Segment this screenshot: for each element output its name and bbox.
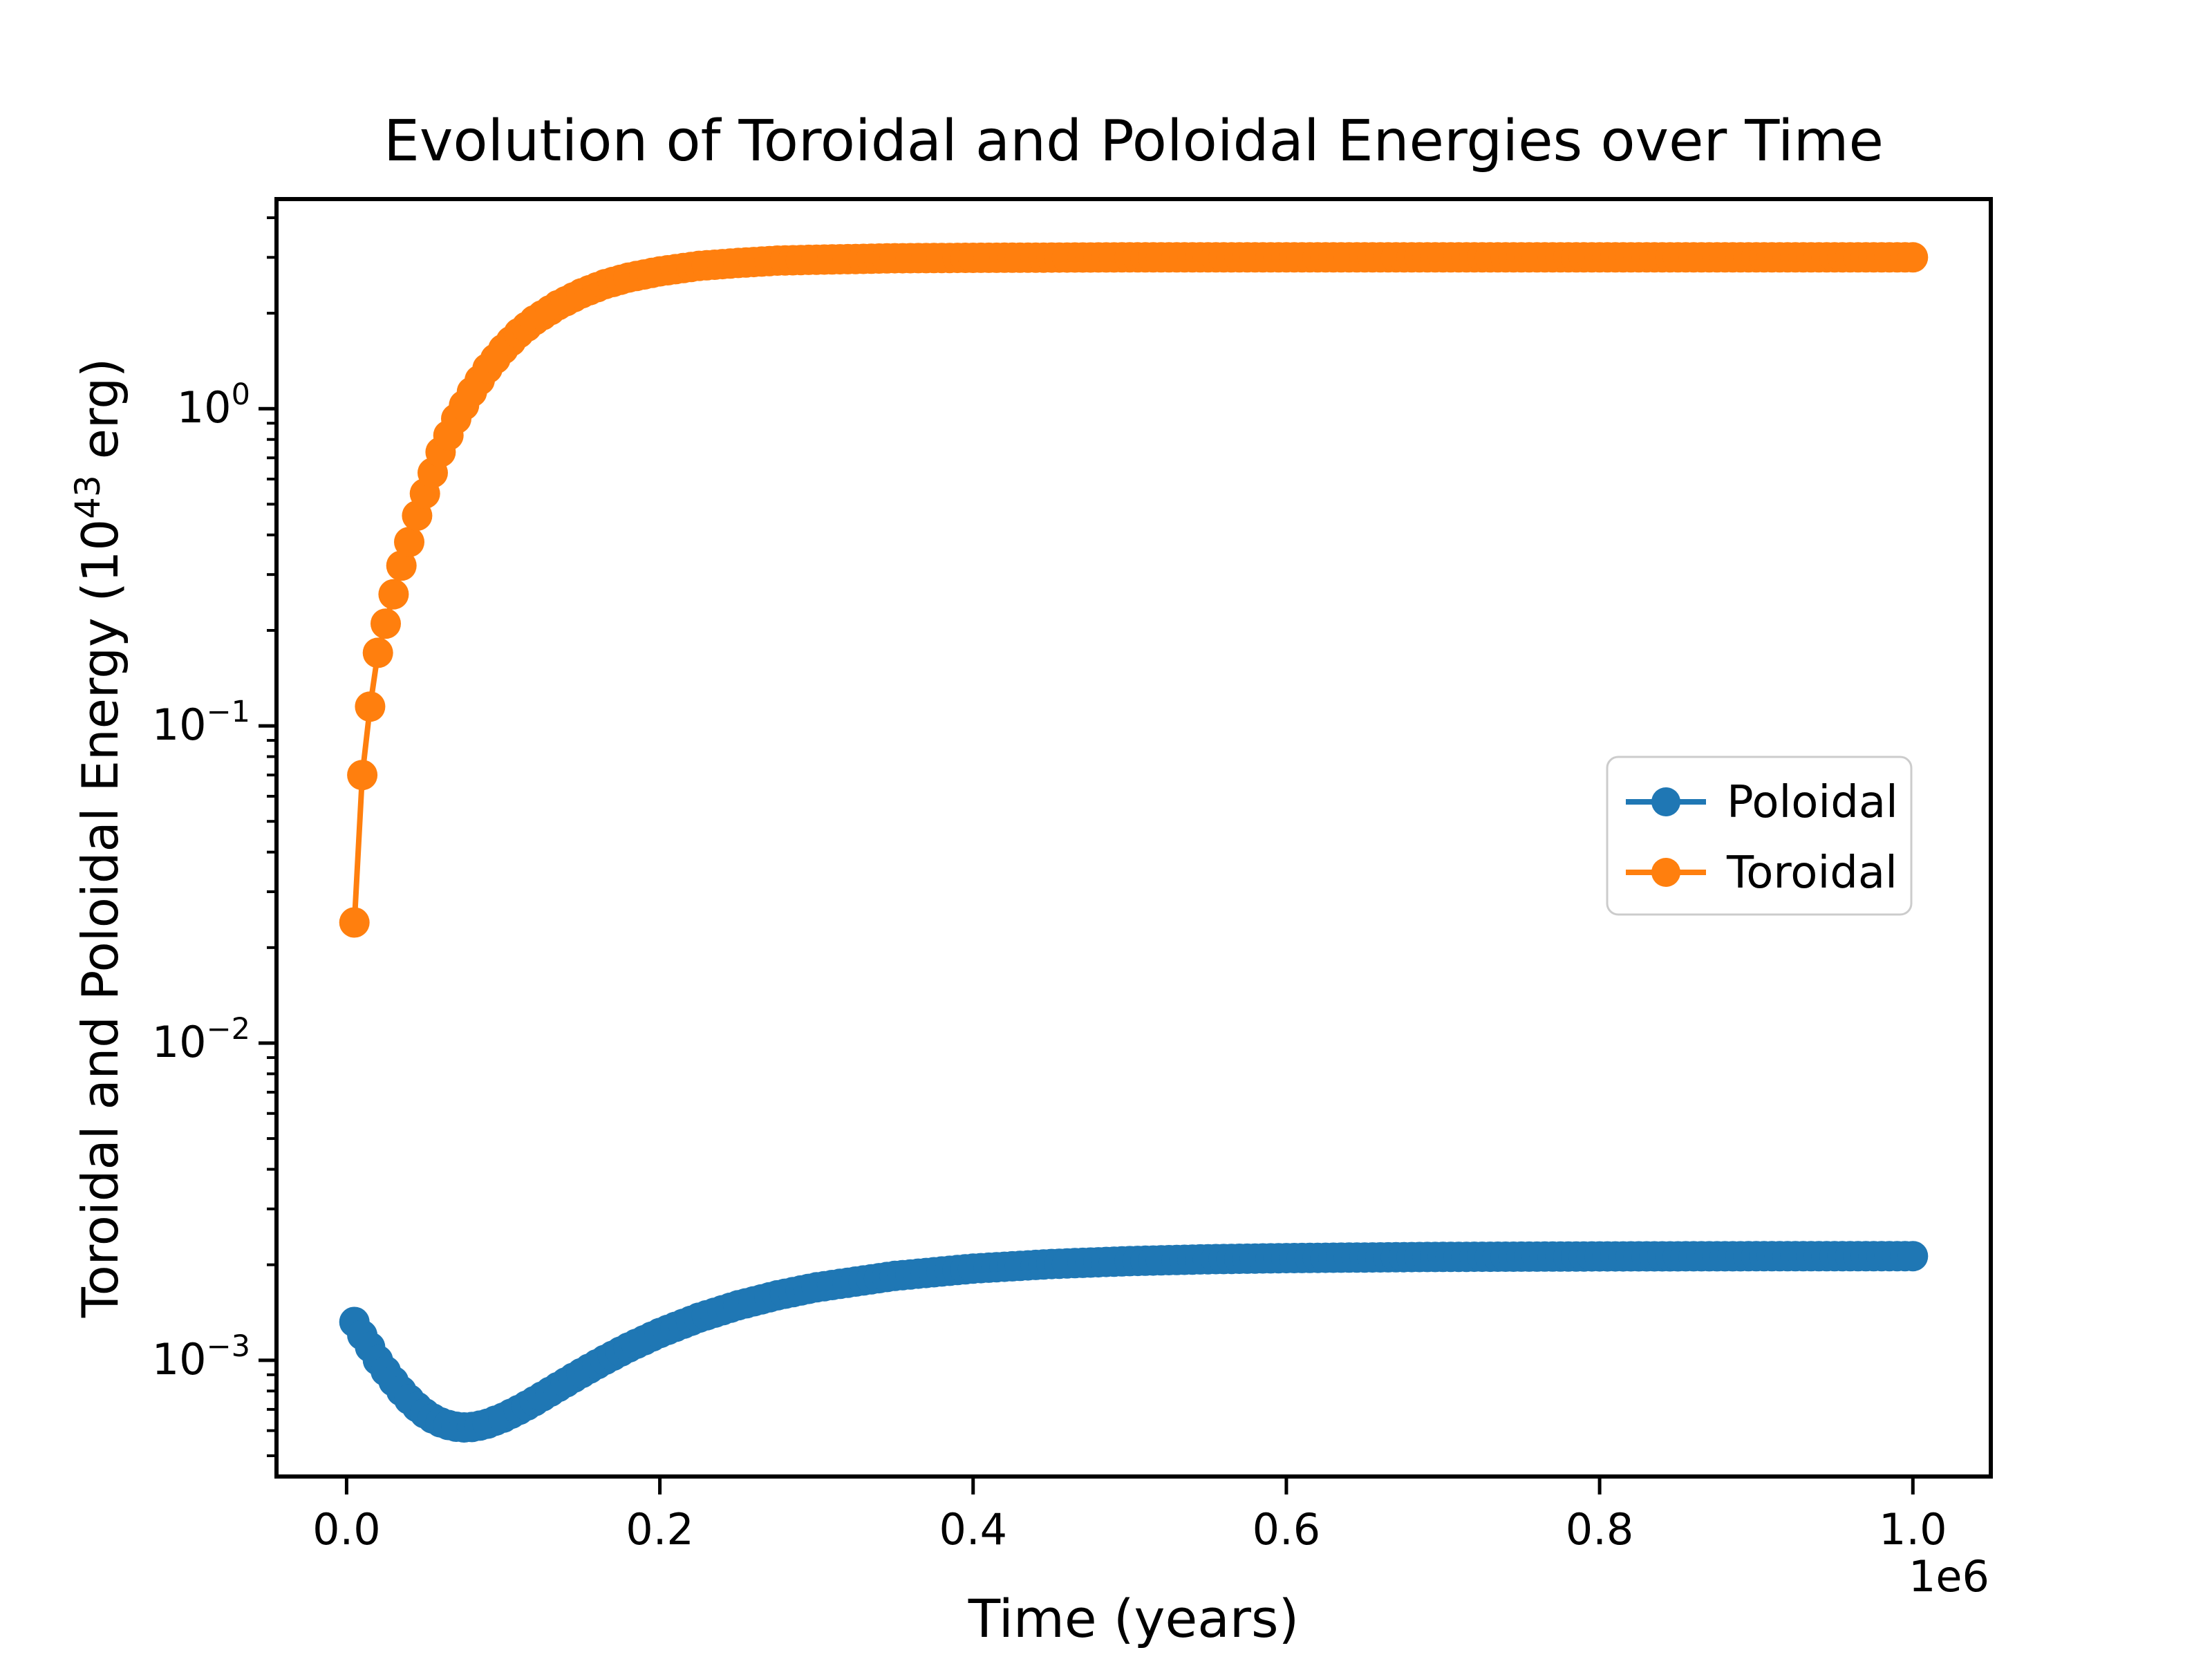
plot-spines xyxy=(274,197,1993,1479)
data-marker xyxy=(339,907,370,938)
data-marker xyxy=(355,691,386,722)
y-tick-label: 100 xyxy=(177,377,250,433)
data-marker xyxy=(378,579,409,610)
legend: Poloidal Toroidal xyxy=(1606,756,1913,916)
y-axis-label-exponent: 43 xyxy=(68,475,108,519)
toroidal-marker-icon xyxy=(1651,858,1680,887)
chart-title: Evolution of Toroidal and Poloidal Energ… xyxy=(384,109,1884,174)
axes: 0.0 0.2 0.4 0.6 0.8 1.0 100 10−1 10−2 10−3 xyxy=(152,197,1993,1555)
legend-label-toroidal: Toroidal xyxy=(1726,847,1897,899)
series-line-poloidal xyxy=(352,1253,1913,1430)
y-axis-label-suffix: erg) xyxy=(71,358,129,475)
data-marker xyxy=(1897,1241,1929,1272)
x-axis-offset-label: 1e6 xyxy=(1909,1551,1989,1602)
x-tick-label: 1.0 xyxy=(1879,1504,1947,1555)
legend-entry-toroidal: Toroidal xyxy=(1626,847,1897,899)
x-tick-label: 0.2 xyxy=(626,1504,694,1555)
y-tick-label: 10−2 xyxy=(152,1012,250,1067)
x-tick-label: 0.8 xyxy=(1566,1504,1634,1555)
data-marker xyxy=(347,760,378,791)
data-marker xyxy=(362,637,393,668)
data-marker xyxy=(386,550,417,581)
data-marker xyxy=(394,527,424,558)
y-axis-label-prefix: Toroidal and Poloidal Energy (10 xyxy=(71,519,129,1318)
series-toroidal xyxy=(339,242,1929,938)
legend-label-poloidal: Poloidal xyxy=(1727,777,1898,828)
x-axis-label: Time (years) xyxy=(968,1588,1300,1649)
poloidal-marker-icon xyxy=(1651,787,1680,816)
plot-series xyxy=(339,242,1929,1443)
data-marker xyxy=(371,608,401,639)
y-tick-label: 10−3 xyxy=(152,1329,250,1385)
legend-entry-poloidal: Poloidal xyxy=(1626,777,1898,828)
x-tick-label: 0.6 xyxy=(1253,1504,1321,1555)
y-axis-label: Toroidal and Poloidal Energy (1043 erg) xyxy=(68,358,129,1318)
series-poloidal xyxy=(339,1241,1929,1443)
y-tick-label: 10−1 xyxy=(152,695,250,750)
data-marker xyxy=(1897,242,1929,273)
x-tick-label: 0.4 xyxy=(939,1504,1007,1555)
x-tick-label: 0.0 xyxy=(312,1504,381,1555)
